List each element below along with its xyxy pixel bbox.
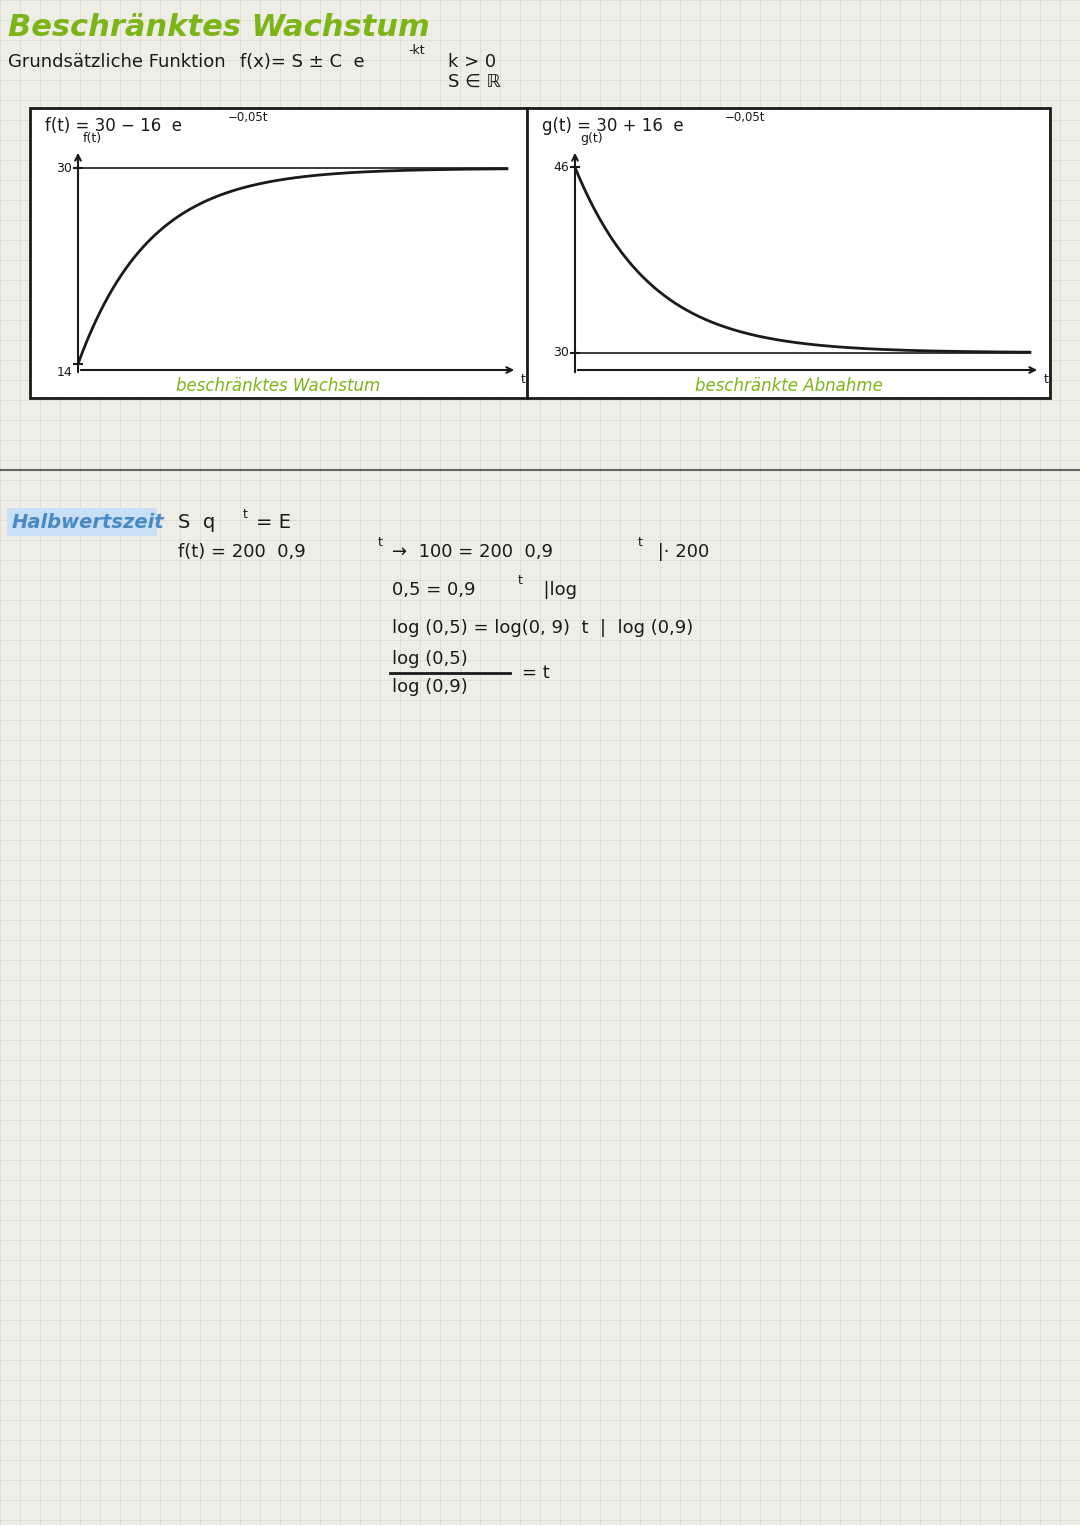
Text: |log: |log	[532, 581, 577, 599]
Text: log (0,5): log (0,5)	[392, 650, 468, 668]
Text: −0,05t: −0,05t	[725, 110, 766, 124]
Text: 0,5 = 0,9: 0,5 = 0,9	[392, 581, 475, 599]
Text: = E: = E	[256, 514, 291, 532]
Text: |· 200: |· 200	[652, 543, 710, 561]
Text: −0,05t: −0,05t	[228, 110, 269, 124]
FancyBboxPatch shape	[6, 508, 157, 535]
Text: →  100 = 200  0,9: → 100 = 200 0,9	[392, 543, 553, 561]
Text: t: t	[521, 374, 526, 386]
Text: S ∈ ℝ: S ∈ ℝ	[448, 73, 501, 92]
Text: -kt: -kt	[408, 44, 424, 56]
Text: beschränkte Abnahme: beschränkte Abnahme	[694, 377, 882, 395]
Text: f(t): f(t)	[83, 133, 103, 145]
Text: t: t	[378, 537, 383, 549]
Text: log (0,9): log (0,9)	[392, 679, 468, 695]
Text: Grundsätzliche Funktion: Grundsätzliche Funktion	[8, 53, 226, 72]
Text: t: t	[243, 508, 248, 522]
Text: S  q: S q	[178, 514, 215, 532]
Text: Beschränktes Wachstum: Beschränktes Wachstum	[8, 14, 430, 43]
Text: beschränktes Wachstum: beschränktes Wachstum	[176, 377, 380, 395]
Text: k > 0: k > 0	[448, 53, 496, 72]
Text: 46: 46	[553, 160, 569, 174]
Text: Halbwertszeit: Halbwertszeit	[12, 514, 164, 532]
Text: t: t	[518, 575, 523, 587]
Text: = t: = t	[522, 663, 550, 682]
Text: log (0,5) = log(0, 9)  t  |  log (0,9): log (0,5) = log(0, 9) t | log (0,9)	[392, 619, 693, 637]
Text: g(t): g(t)	[580, 133, 603, 145]
Text: t: t	[1044, 374, 1049, 386]
Text: 30: 30	[56, 162, 72, 175]
Text: 14: 14	[56, 366, 72, 378]
Text: f(x)= S ± C  e: f(x)= S ± C e	[240, 53, 365, 72]
Bar	[30, 108, 1050, 398]
Text: f(t) = 30 − 16  e: f(t) = 30 − 16 e	[45, 117, 183, 136]
Text: t: t	[638, 537, 643, 549]
Text: g(t) = 30 + 16  e: g(t) = 30 + 16 e	[542, 117, 684, 136]
Text: 30: 30	[553, 346, 569, 358]
Text: f(t) = 200  0,9: f(t) = 200 0,9	[178, 543, 306, 561]
